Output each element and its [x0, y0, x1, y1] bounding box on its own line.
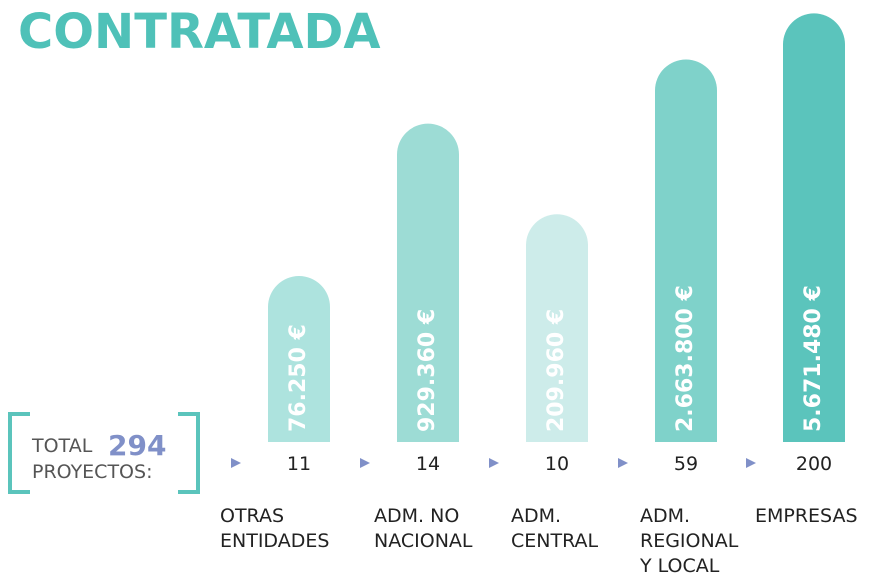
value-label: 5.671.480 €: [801, 285, 826, 432]
bar: [526, 214, 588, 442]
category-label: ADM. REGIONAL Y LOCAL: [640, 505, 739, 577]
arrow: [489, 458, 499, 468]
arrow: [618, 458, 628, 468]
count-label: 59: [674, 453, 698, 475]
arrow: [746, 458, 756, 468]
total-prefix: TOTAL: [31, 435, 93, 457]
count-label: 14: [416, 453, 440, 475]
total-suffix: PROYECTOS:: [32, 461, 152, 483]
chart-title: CONTRATADA: [18, 4, 380, 60]
arrow: [360, 458, 370, 468]
bar: [783, 13, 845, 443]
bar: [397, 123, 459, 443]
bar: [655, 59, 717, 442]
value-label: 2.663.800 €: [673, 285, 698, 432]
category-label: ADM. NO NACIONAL: [374, 505, 473, 552]
category-label: ADM. CENTRAL: [511, 505, 599, 552]
count-label: 11: [287, 453, 311, 475]
category-label: EMPRESAS: [755, 505, 858, 527]
value-label: 929.360 €: [415, 309, 440, 432]
arrow: [231, 458, 241, 468]
value-label: 209.960 €: [544, 309, 569, 432]
count-label: 200: [796, 453, 832, 475]
total-value: 294: [108, 429, 166, 462]
bracket: [8, 412, 200, 494]
value-label: 76.250 €: [286, 324, 311, 432]
bar: [268, 275, 330, 442]
count-label: 10: [545, 453, 569, 475]
category-label: OTRAS ENTIDADES: [220, 505, 330, 552]
